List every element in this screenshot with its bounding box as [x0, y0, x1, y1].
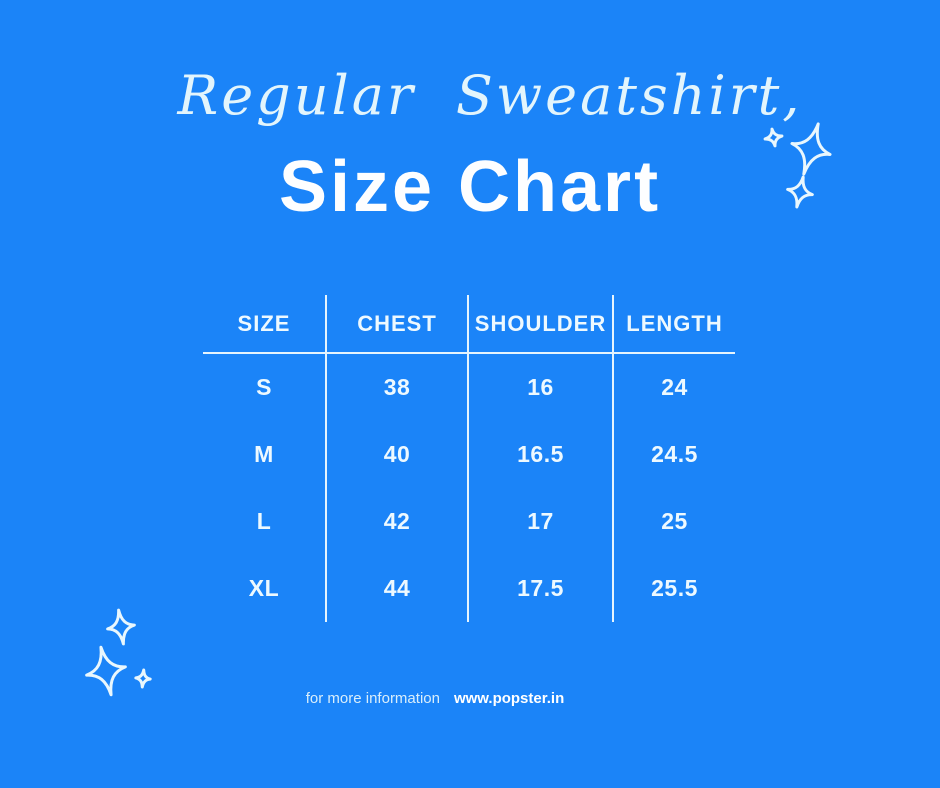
script-subtitle: Regular Sweatshirt, — [177, 64, 803, 127]
sparkle-icon — [783, 172, 817, 211]
table-cell-length: 24 — [612, 354, 735, 421]
sparkle-icon — [762, 126, 784, 148]
size-table: SIZE CHEST SHOULDER LENGTH S 38 16 24 M … — [203, 295, 735, 622]
table-cell-shoulder: 16 — [467, 354, 612, 421]
column-header-size: SIZE — [203, 295, 325, 354]
table-cell-size: XL — [248, 575, 280, 601]
table-cell-shoulder: 16.5 — [467, 421, 612, 488]
table-cell-length: 25.5 — [612, 555, 735, 622]
footer: for more information www.popster.in — [306, 690, 565, 707]
sparkle-icon — [79, 640, 133, 702]
column-header-shoulder: SHOULDER — [467, 295, 612, 354]
column-header-length: LENGTH — [612, 295, 735, 354]
table-cell-size: S — [256, 374, 272, 400]
table-cell-chest: 44 — [325, 555, 467, 622]
table-cell-size: L — [256, 508, 272, 534]
footer-website-link: www.popster.in — [453, 690, 565, 707]
table-cell-chest: 42 — [325, 488, 467, 555]
sparkle-icon — [134, 668, 152, 688]
table-cell-shoulder: 17 — [467, 488, 612, 555]
column-header-chest: CHEST — [325, 295, 467, 354]
table-cell-chest: 38 — [325, 354, 467, 421]
table-cell-shoulder: 17.5 — [467, 555, 612, 622]
table-cell-length: 24.5 — [612, 421, 735, 488]
table-cell-size: M — [254, 441, 274, 467]
sparkle-icon — [782, 115, 840, 183]
table-cell-chest: 40 — [325, 421, 467, 488]
footer-info-text: for more information — [305, 690, 440, 707]
page-title: Size Chart — [278, 147, 662, 227]
table-cell-length: 25 — [612, 488, 735, 555]
sparkle-icon — [104, 606, 139, 648]
